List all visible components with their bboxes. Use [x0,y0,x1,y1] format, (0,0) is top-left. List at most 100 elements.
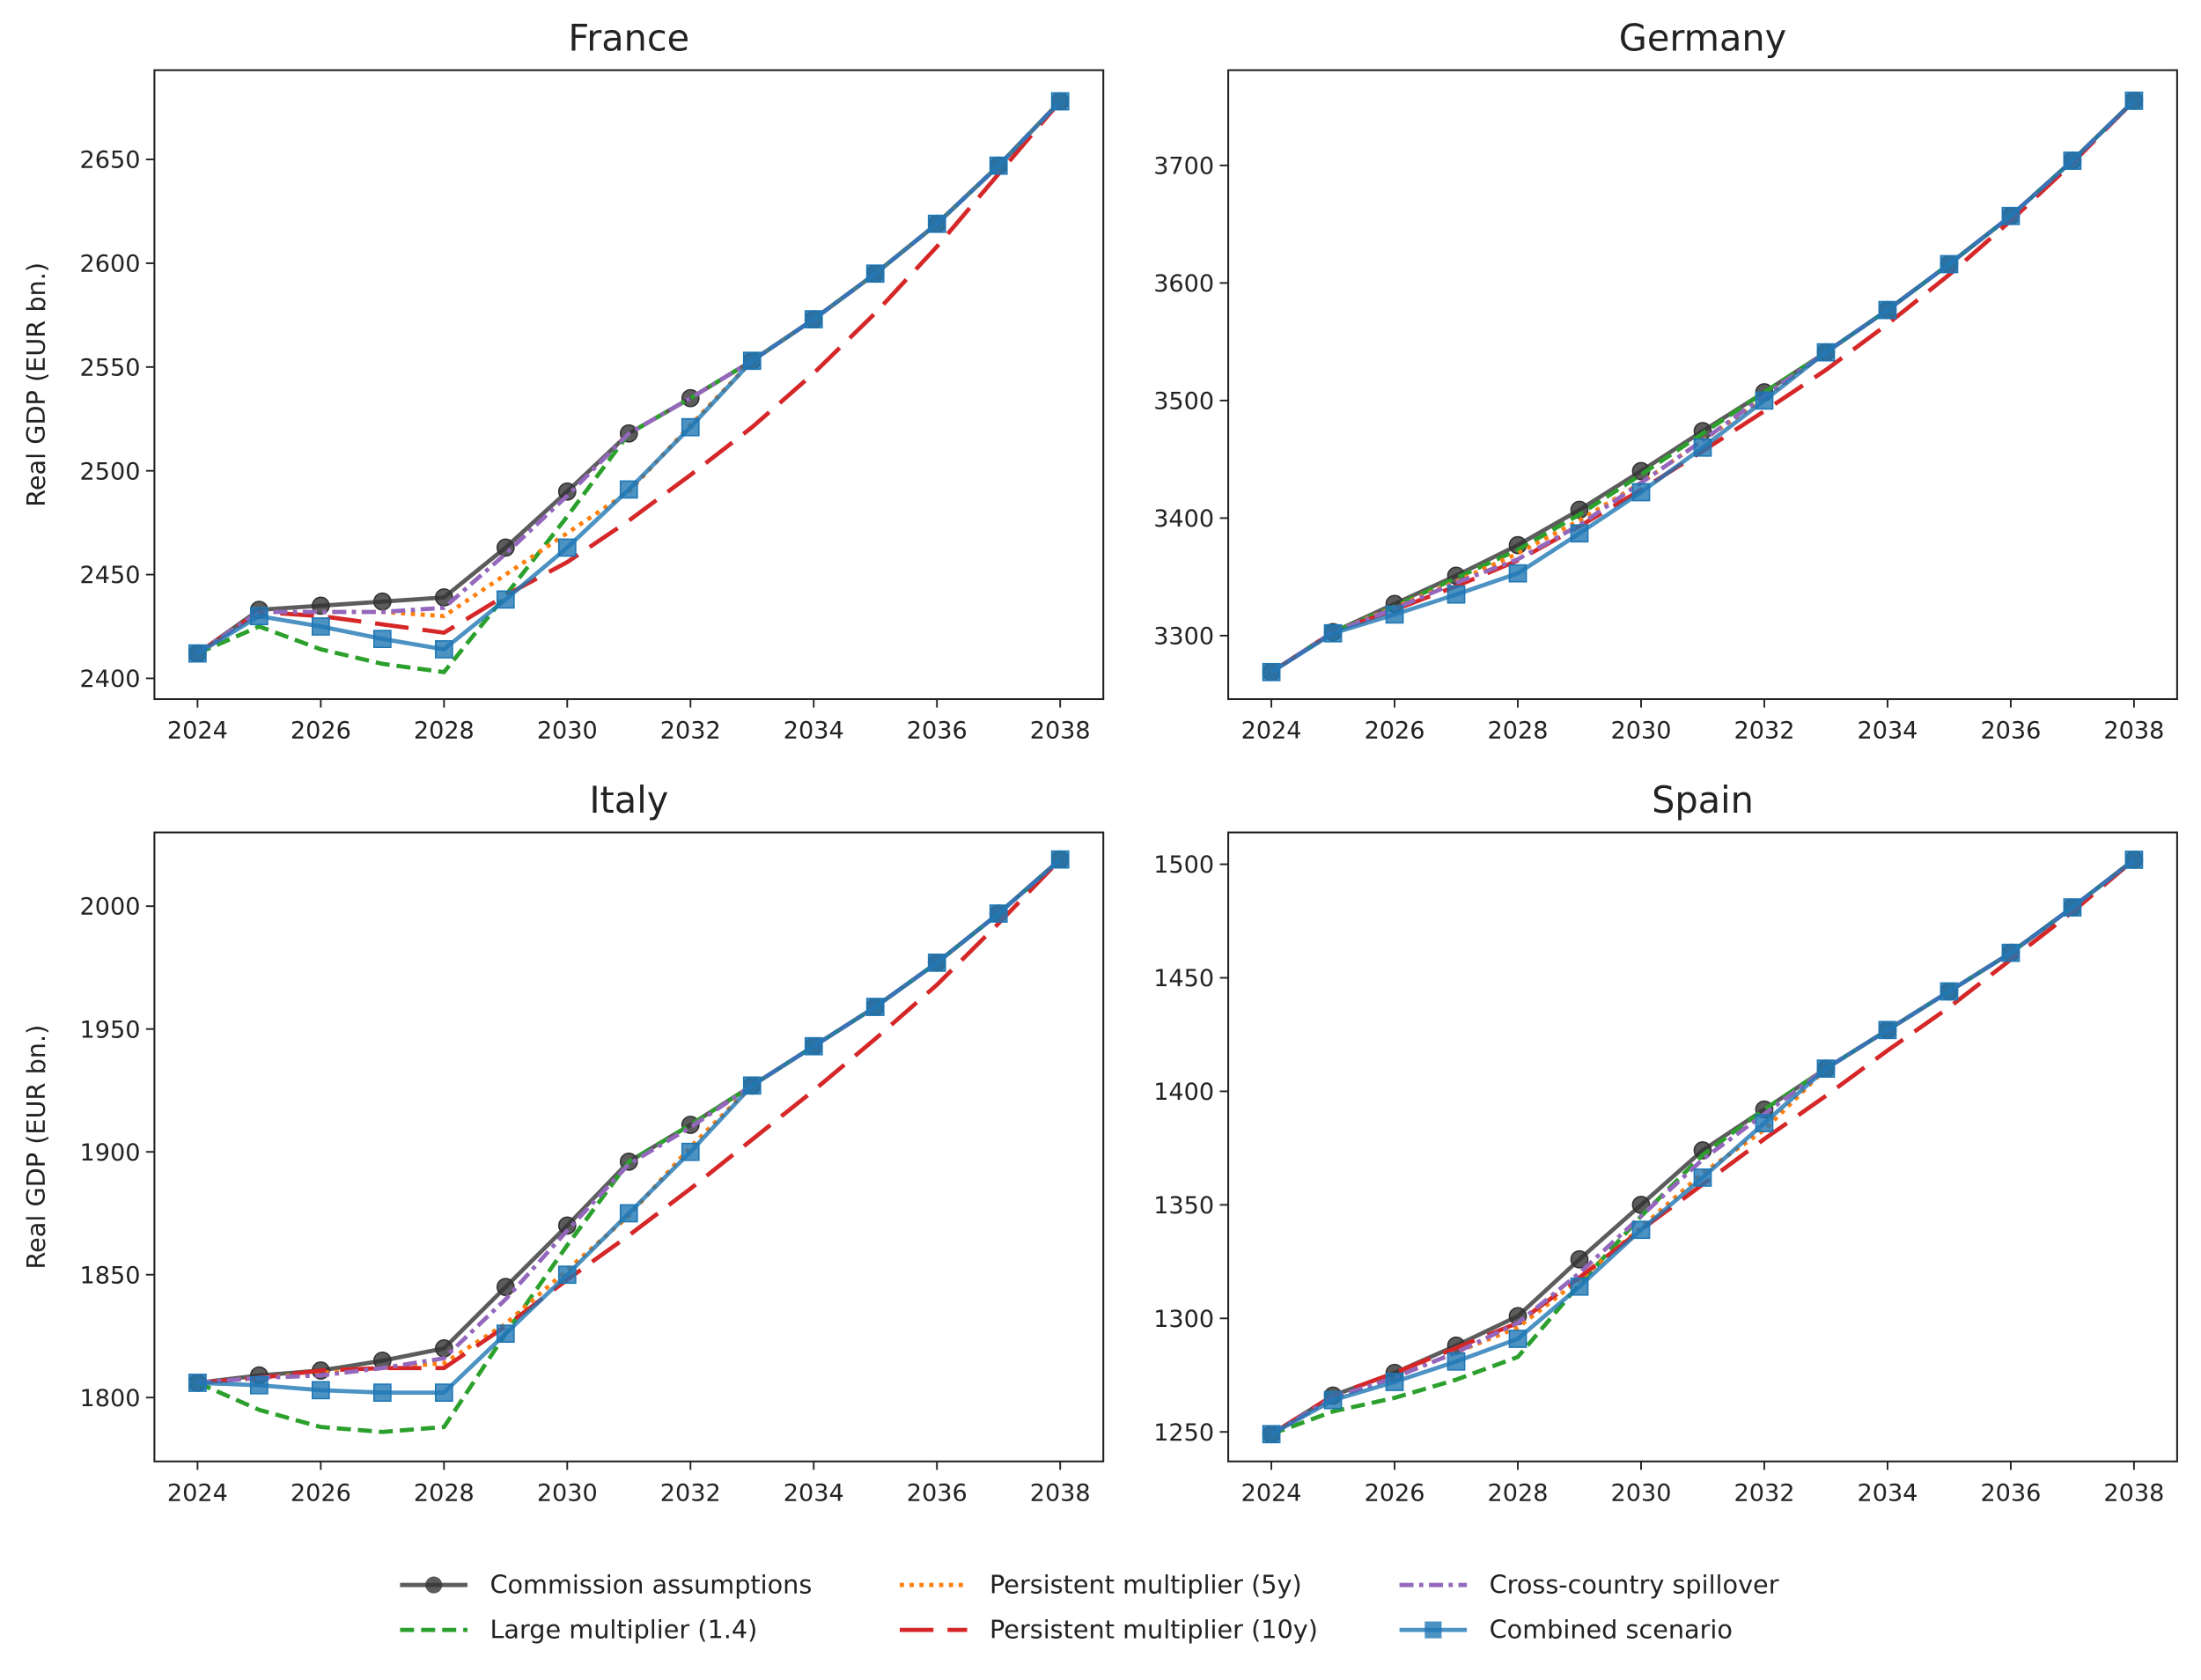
point-marker [434,1383,453,1402]
series-line [197,858,1062,1385]
point-marker [249,1375,269,1395]
point-marker [188,644,207,663]
x-tick-label: 2026 [291,1479,351,1507]
point-marker [1631,1220,1651,1240]
series-line [197,858,1062,1385]
point-marker [1816,343,1836,362]
axes-frame [153,831,1105,1463]
series-line [197,858,1062,1385]
legend-label: Persistent multiplier (5y) [990,1570,1302,1600]
x-tick-label: 2032 [660,718,721,745]
x-tick-label: 2030 [537,1479,598,1507]
point-marker [804,1036,823,1056]
plot-area [1262,92,2144,682]
legend-label: Large multiplier (1.4) [490,1615,757,1645]
point-marker [681,1142,700,1161]
y-tick-label: 1800 [79,1385,140,1412]
x-tick-label: 2032 [660,1479,721,1507]
x-tick-label: 2034 [1857,1479,1918,1507]
x-tick-label: 2030 [1611,1479,1672,1507]
series-line [196,858,1062,1434]
x-tick-label: 2028 [1488,718,1549,745]
x-tick-label: 2038 [2103,718,2164,745]
point-marker [1631,483,1651,502]
point-marker [1385,605,1404,624]
point-marker [1878,1021,1897,1040]
x-tick-label: 2028 [414,1479,475,1507]
point-marker [1570,1249,1589,1269]
series-line [1270,99,2136,674]
point-marker [1262,662,1281,682]
plot-area [188,92,1070,674]
x-tick-label: 2028 [414,718,475,745]
point-marker [619,480,638,499]
point-marker [1693,1168,1712,1187]
point-marker [311,1381,330,1400]
x-tick-label: 2026 [1365,1479,1425,1507]
y-axis-label: Real GDP (EUR bn.) [21,1025,51,1270]
x-tick-label: 2024 [167,718,228,745]
point-marker [1508,1330,1527,1348]
y-tick-label: 3400 [1153,505,1214,533]
point-marker [989,904,1008,923]
series-line [196,99,1062,674]
point-marker [557,538,577,557]
point-marker [865,998,885,1016]
point-marker [372,1383,392,1402]
point-marker [496,1324,515,1344]
y-tick-label: 3600 [1153,270,1214,298]
y-axis-label: Real GDP (EUR bn.) [21,262,51,507]
y-tick-label: 2000 [79,894,140,921]
point-marker [496,1278,515,1297]
point-marker [989,156,1008,175]
axes-frame [1227,831,2178,1463]
point-marker [1570,1277,1589,1296]
point-marker [742,1076,762,1095]
point-marker [619,1204,638,1223]
legend-marker [425,1576,443,1594]
y-tick-label: 1450 [1153,965,1214,992]
point-marker [1050,92,1070,111]
y-tick-label: 1250 [1153,1419,1214,1447]
point-marker [434,1339,453,1358]
y-tick-label: 1850 [79,1262,140,1289]
point-marker [2124,92,2144,110]
x-tick-label: 2026 [291,718,351,745]
point-marker [1755,391,1774,410]
series-line [1270,99,2136,674]
x-tick-label: 2024 [1241,718,1302,745]
point-marker [1262,1425,1281,1444]
point-marker [1940,254,1959,274]
legend-marker [1424,1621,1442,1639]
point-marker [2001,206,2021,225]
series-line [196,99,1062,656]
x-tick-label: 2024 [1241,1479,1302,1507]
series-line [196,99,1062,656]
x-tick-label: 2032 [1734,718,1795,745]
x-tick-label: 2036 [1980,718,2041,745]
point-marker [1323,623,1343,643]
point-marker [2063,151,2082,170]
x-tick-label: 2038 [1030,1479,1091,1507]
point-marker [1693,438,1712,457]
legend-label: Combined scenario [1490,1615,1733,1645]
panel-title: Germany [1619,17,1786,59]
point-marker [1570,524,1589,543]
x-tick-label: 2028 [1488,1479,1549,1507]
y-tick-label: 1900 [79,1139,140,1167]
series-line [196,99,1062,656]
x-tick-label: 2034 [1857,718,1918,745]
x-tick-label: 2036 [1980,1479,2041,1507]
plot-area [1262,851,2144,1444]
point-marker [742,351,762,371]
x-tick-label: 2030 [1611,718,1672,745]
series-line [197,858,1062,1385]
point-marker [681,417,700,437]
y-tick-label: 2400 [79,666,140,693]
panel-title: Spain [1652,779,1754,822]
legend-label: Commission assumptions [490,1570,812,1600]
x-tick-label: 2034 [784,718,844,745]
point-marker [1385,1373,1404,1391]
y-tick-label: 2550 [79,354,140,381]
